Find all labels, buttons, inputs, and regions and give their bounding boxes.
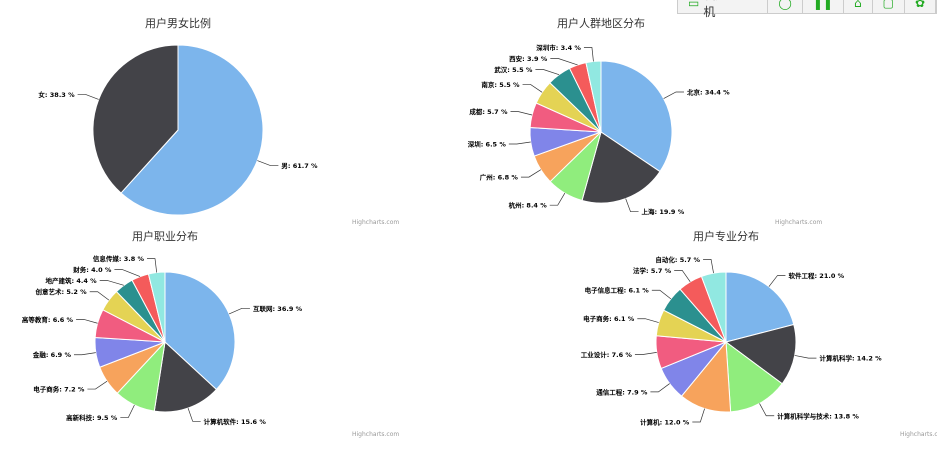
pie-slice-自动化[interactable] [700, 271, 727, 343]
data-label: 北京: 34.4 % [687, 87, 730, 96]
chart-title: 用户人群地区分布 [557, 16, 645, 30]
label-connector [73, 352, 96, 356]
chart-title: 用户职业分布 [132, 229, 198, 243]
data-label: 电子商务: 6.1 % [583, 314, 635, 323]
data-label: 南京: 5.5 % [481, 80, 520, 89]
label-connector [650, 383, 670, 393]
label-connector [510, 111, 533, 116]
data-label: 成都: 5.7 % [469, 107, 508, 116]
label-connector [77, 94, 99, 100]
data-label: 高新科技: 9.5 % [66, 413, 118, 422]
data-label: 电子信息工程: 6.1 % [585, 286, 650, 295]
label-connector [637, 318, 659, 323]
label-connector [759, 403, 775, 417]
data-label: 软件工程: 21.0 % [788, 271, 844, 280]
data-label: 杭州: 8.4 % [509, 201, 548, 210]
label-connector [257, 160, 279, 166]
label-connector [114, 269, 141, 277]
label-connector [76, 319, 98, 324]
label-connector [87, 380, 108, 390]
data-label: 创意艺术: 5.2 % [35, 287, 88, 296]
data-label: 计算机科学: 14.2 % [819, 354, 882, 363]
data-label: 互联网: 36.9 % [253, 304, 303, 313]
label-connector [692, 408, 705, 423]
export-icon: ▢ [882, 0, 894, 10]
data-label: 通信工程: 7.9 % [596, 387, 648, 396]
highcharts-credit-1[interactable]: Highcharts.com [352, 219, 400, 226]
chart-title: 用户男女比例 [145, 16, 211, 30]
data-label: 金融: 6.9 % [32, 350, 72, 359]
label-connector [583, 47, 594, 62]
pause-button[interactable]: ❚❚ [803, 0, 844, 13]
data-label: 计算机科学与技术: 13.8 % [777, 411, 859, 420]
highcharts-credit-2[interactable]: Highcharts.com [775, 219, 823, 226]
data-label: 广州: 6.8 % [480, 173, 519, 182]
data-label: 深圳: 6.5 % [468, 139, 507, 148]
settings-button[interactable]: ✿ [905, 0, 936, 13]
chart-title: 用户专业分布 [693, 229, 759, 243]
data-label: 自动化: 5.7 % [655, 255, 700, 264]
pie-slice-计算机科学[interactable] [724, 323, 797, 385]
label-connector [508, 141, 531, 145]
label-connector [674, 269, 691, 283]
data-label: 男: 61.7 % [280, 162, 318, 170]
data-label: 女: 38.3 % [38, 90, 75, 99]
label-connector [625, 198, 639, 213]
toolbar: ▭发送到手机 ◯ ❚❚ ⌂ ▢ ✿ [677, 0, 937, 19]
data-label: 上海: 19.9 % [642, 207, 685, 216]
chat-button[interactable]: ◯ [768, 0, 803, 13]
label-connector [147, 258, 158, 273]
label-connector [187, 407, 201, 422]
pie-slice-男[interactable] [120, 44, 264, 216]
phone-icon: ▭ [688, 0, 700, 10]
highcharts-credit-4[interactable]: Highcharts.com [900, 431, 937, 438]
highcharts-credit-3[interactable]: Highcharts.com [352, 431, 400, 438]
chat-icon: ◯ [778, 0, 792, 10]
label-connector [634, 352, 657, 355]
export-button[interactable]: ▢ [873, 0, 905, 13]
data-label: 西安: 3.9 % [509, 54, 548, 63]
data-label: 电子商务: 7.2 % [33, 385, 85, 394]
pie-slice-女[interactable] [92, 44, 179, 194]
label-connector [520, 169, 542, 178]
data-label: 法学: 5.7 % [633, 266, 672, 275]
pie-slice-深圳市[interactable] [585, 60, 602, 133]
data-label: 财务: 4.0 % [73, 265, 112, 274]
settings-icon: ✿ [914, 0, 925, 10]
data-label: 深圳市: 3.4 % [536, 43, 581, 52]
pie-slice-信息传媒[interactable] [147, 271, 166, 343]
home-button[interactable]: ⌂ [844, 0, 873, 13]
label-connector [89, 291, 110, 301]
label-connector [120, 404, 135, 418]
pause-icon: ❚❚ [812, 0, 833, 10]
data-label: 地产建筑: 4.4 % [46, 276, 98, 285]
label-connector [703, 258, 714, 274]
label-connector [549, 192, 566, 206]
label-connector [794, 355, 817, 359]
label-connector [651, 289, 672, 300]
label-connector [522, 84, 543, 93]
data-label: 武汉: 5.5 % [494, 65, 533, 74]
send-to-phone-button[interactable]: ▭发送到手机 [678, 0, 769, 19]
pie-slice-计算机科学与技术[interactable] [725, 340, 783, 413]
data-label: 高等教育: 6.6 % [22, 315, 74, 324]
pie-slice-上海[interactable] [581, 131, 661, 204]
pie-slice-北京[interactable] [600, 60, 673, 173]
label-connector [663, 91, 684, 99]
data-label: 计算机: 12.0 % [640, 417, 690, 426]
data-label: 工业设计: 7.6 % [581, 350, 633, 359]
label-connector [99, 280, 124, 286]
label-connector [535, 69, 560, 76]
label-connector [768, 275, 786, 287]
label-connector [228, 307, 250, 315]
data-label: 计算机软件: 15.6 % [204, 417, 267, 426]
label-connector [550, 58, 578, 66]
home-icon: ⌂ [853, 0, 862, 10]
data-label: 信息传媒: 3.8 % [93, 254, 145, 263]
